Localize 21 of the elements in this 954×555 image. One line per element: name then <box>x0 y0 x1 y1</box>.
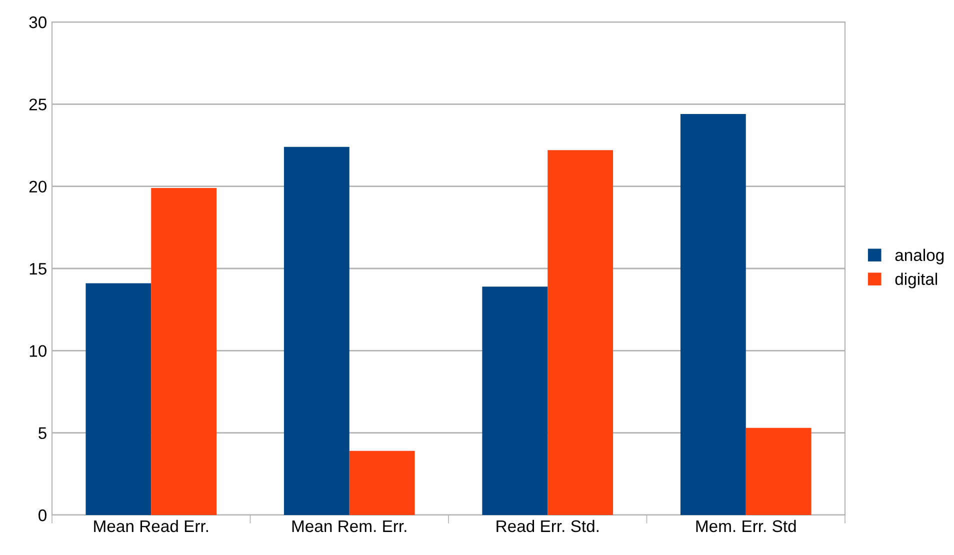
y-tick-label: 5 <box>38 427 46 440</box>
y-tick-label: 0 <box>38 509 46 522</box>
y-tick-label: 30 <box>29 16 46 28</box>
bar <box>151 188 217 515</box>
y-tick-label: 25 <box>29 98 46 110</box>
legend-label: digital <box>895 272 938 288</box>
legend-label: analog <box>895 248 944 264</box>
bar <box>86 283 152 515</box>
bar <box>548 150 614 515</box>
bar <box>680 114 746 515</box>
x-tick-label: Mem. Err. Std <box>696 520 796 532</box>
bar <box>284 146 350 515</box>
y-tick-label: 20 <box>29 180 46 193</box>
y-tick-label: 10 <box>30 345 46 357</box>
bar <box>746 428 812 515</box>
bar <box>349 450 415 515</box>
bar <box>482 286 548 515</box>
y-tick-label: 15 <box>30 263 46 275</box>
x-tick-label: Mean Rem. Err. <box>292 520 406 532</box>
x-tick-label: Read Err. Std. <box>496 520 598 532</box>
x-tick-label: Mean Read Err. <box>94 520 208 532</box>
